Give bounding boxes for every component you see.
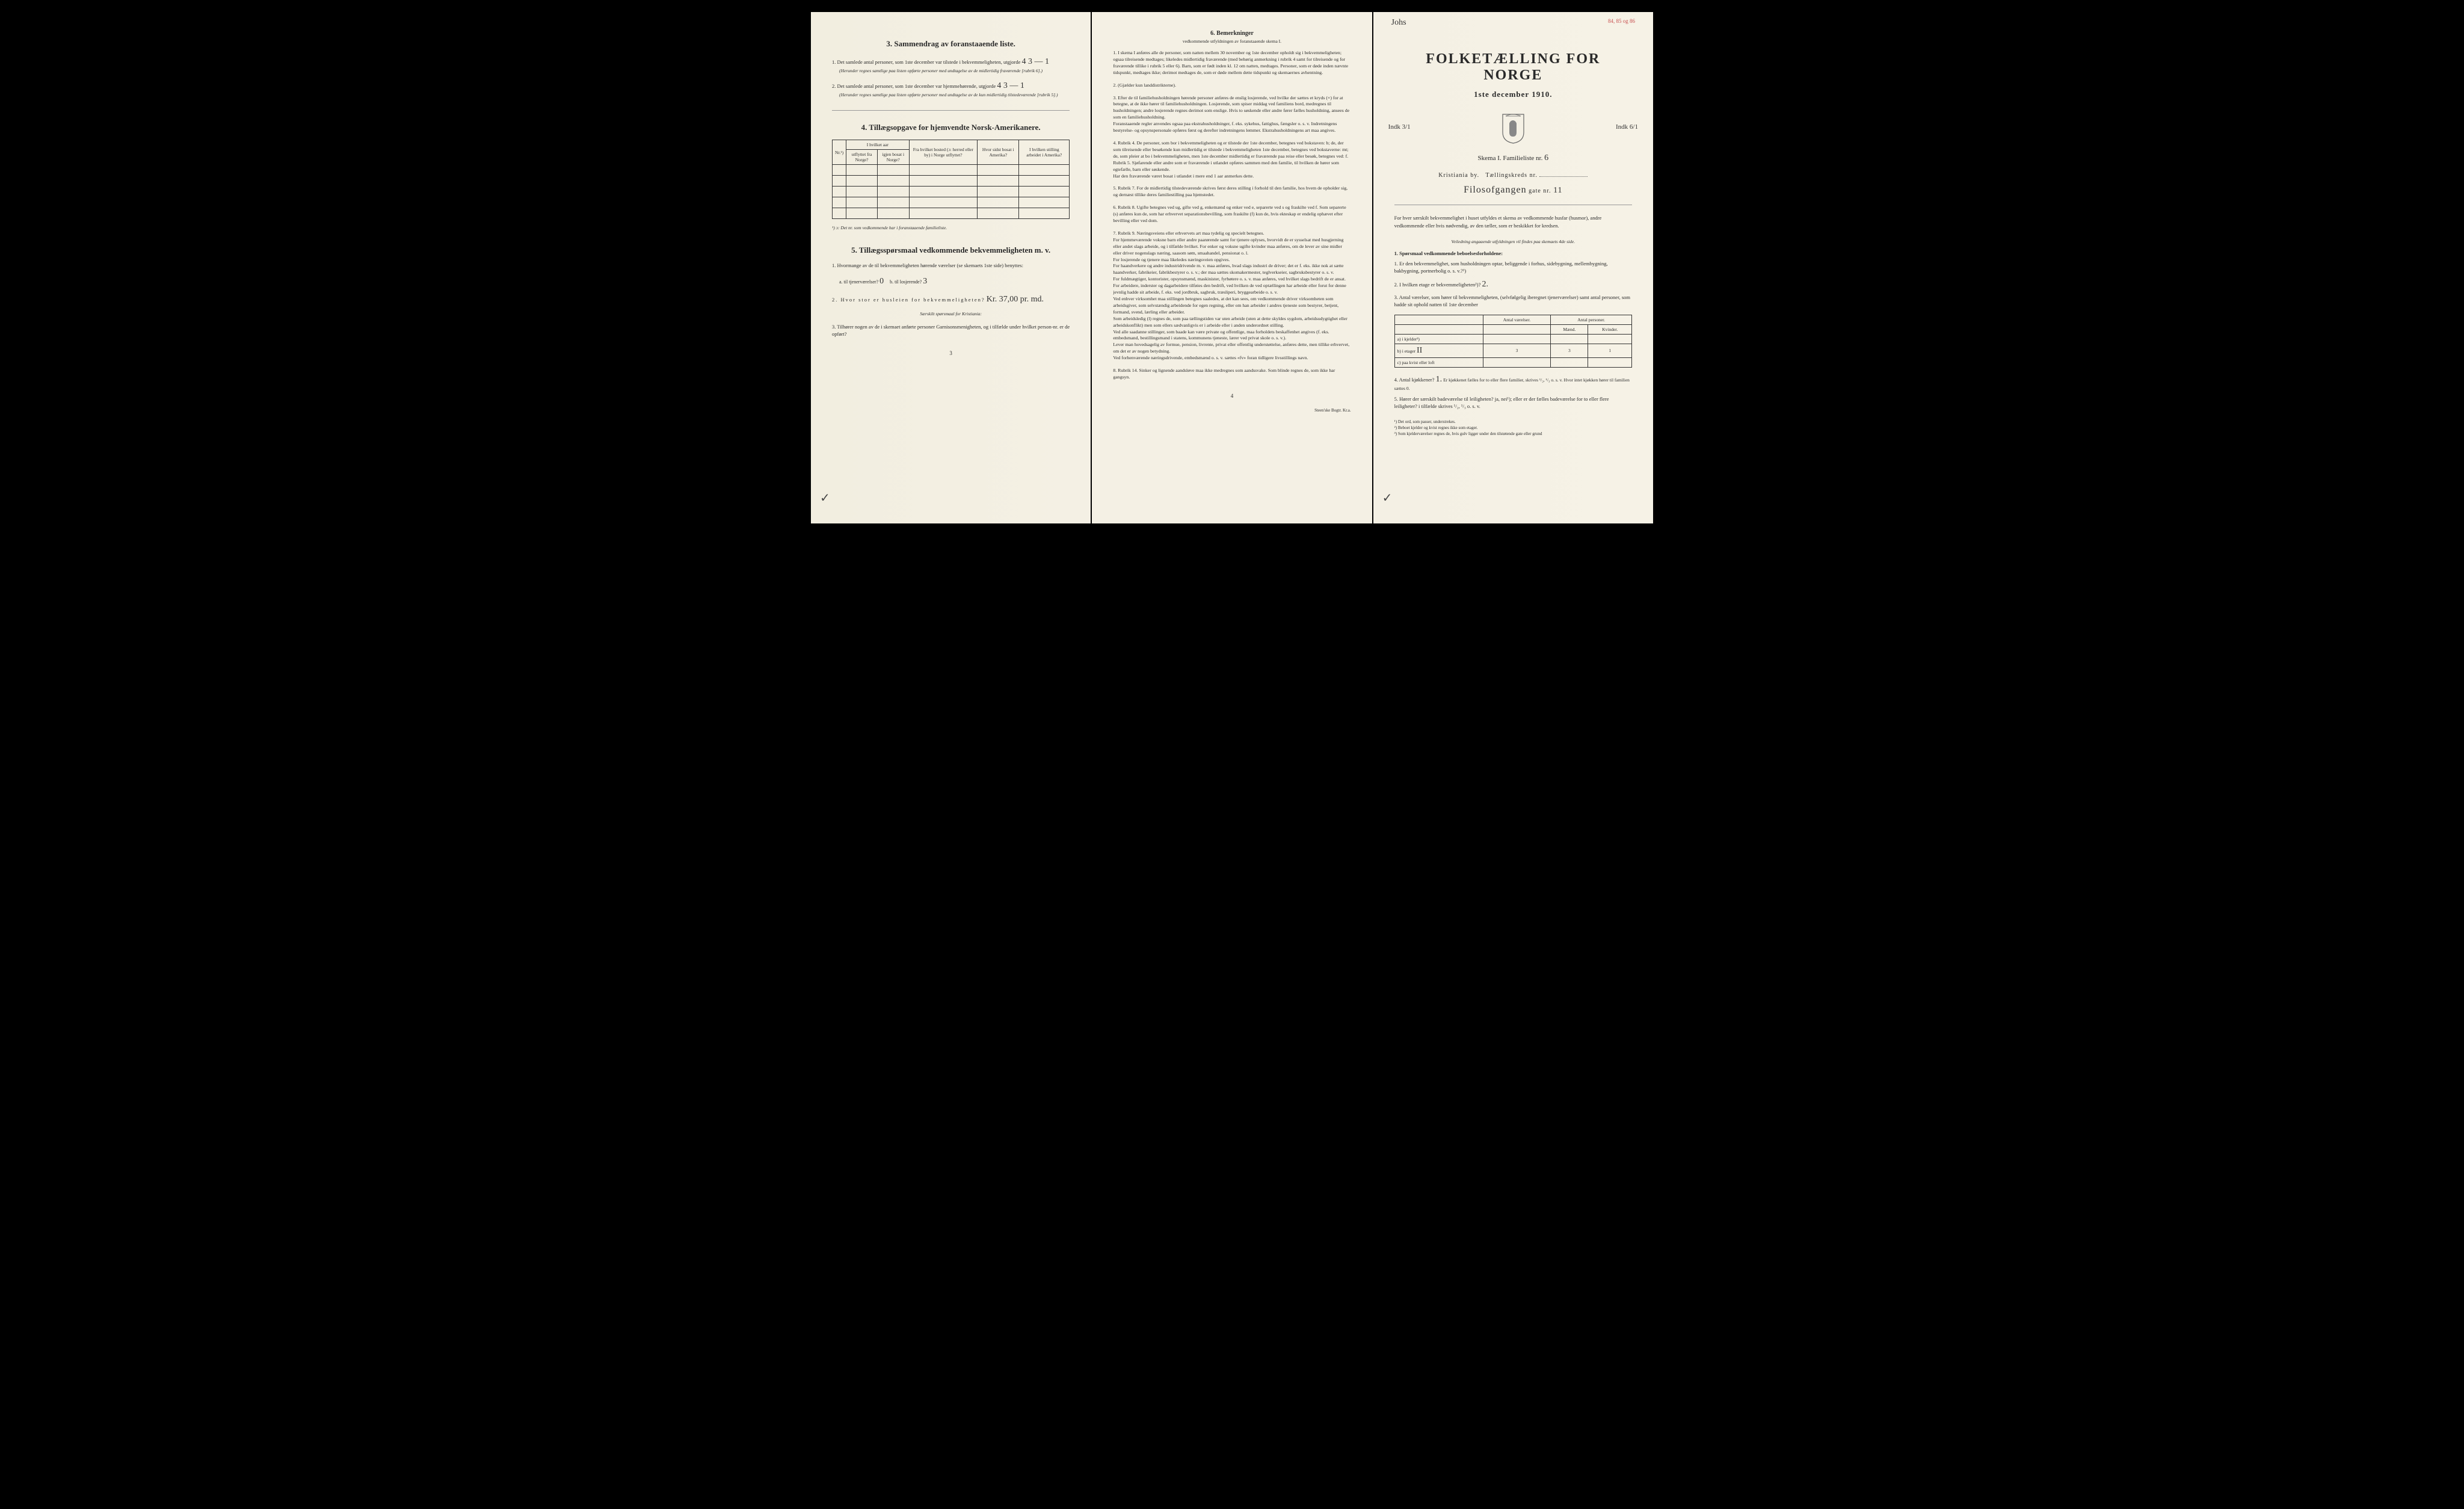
- q5-2: 2. Hvor stor er husleien for bekvemmelig…: [832, 294, 1070, 306]
- remark-7: 7. Rubrik 9. Næringsveiens eller erhverv…: [1113, 230, 1351, 362]
- table-row: [833, 176, 1070, 187]
- handwritten-johs: Johs: [1391, 18, 1406, 28]
- side-note-right: Indk 6/1: [1616, 123, 1638, 131]
- table-row: [833, 187, 1070, 197]
- table-row: a) i kjelder³): [1394, 334, 1631, 344]
- q5-1: 1. Hvormange av de til bekvemmeligheten …: [832, 262, 1070, 270]
- section-4-title: 4. Tillægsopgave for hjemvendte Norsk-Am…: [832, 123, 1070, 132]
- remark-2: 2. (Gjælder kun landdistrikterne).: [1113, 82, 1351, 89]
- page-4: 6. Bemerkninger vedkommende utfyldningen…: [1092, 12, 1372, 523]
- remark-1: 1. I skema I anføres alle de personer, s…: [1113, 50, 1351, 76]
- table-footnote: ¹) ɔ: Det nr. som vedkommende har i fora…: [832, 225, 1070, 230]
- rooms-table: Antal værelser. Antal personer. Mænd. Kv…: [1394, 315, 1632, 368]
- page-3: 3. Sammendrag av foranstaaende liste. 1.…: [811, 12, 1091, 523]
- table-row: [833, 208, 1070, 219]
- remark-8: 8. Rubrik 14. Sinker og lignende aandslø…: [1113, 368, 1351, 381]
- section-5-title: 5. Tillægsspørsmaal vedkommende bekvemme…: [832, 245, 1070, 255]
- remark-5: 5. Rubrik 7. For de midlertidig tilstede…: [1113, 185, 1351, 199]
- checkmark-icon: ✓: [820, 490, 830, 505]
- q-persons-present: 1. Det samlede antal personer, som 1ste …: [832, 56, 1070, 74]
- intro-text: For hver særskilt bekvemmelighet i huset…: [1394, 214, 1632, 230]
- table-row: [833, 197, 1070, 208]
- q-kitchen: 4. Antal kjøkkener? 1. Er kjøkkenet fæll…: [1394, 374, 1632, 392]
- american-returnees-table: Nr.¹) I hvilket aar Fra hvilket bosted (…: [832, 140, 1070, 219]
- coat-of-arms-icon: [1500, 111, 1527, 144]
- side-note-left: Indk 3/1: [1388, 123, 1411, 131]
- resident-count: 4 3 — 1: [997, 81, 1024, 90]
- census-document: 3. Sammendrag av foranstaaende liste. 1.…: [811, 12, 1653, 523]
- census-date: 1ste december 1910.: [1394, 90, 1632, 99]
- table-row: c) paa kvist eller loft: [1394, 357, 1631, 367]
- section-6-title: 6. Bemerkninger: [1113, 30, 1351, 37]
- table-row: b) i etager II 3 3 1: [1394, 344, 1631, 357]
- printer-credit: Steen'ske Bogtr. Kr.a.: [1113, 408, 1351, 413]
- q-location: 1. Er den bekvemmelighet, som husholdnin…: [1394, 261, 1632, 275]
- q5-3: 3. Tilhører nogen av de i skemaet anført…: [832, 324, 1070, 338]
- table-row: [833, 165, 1070, 176]
- footnotes: ¹) Det ord, som passer, understrekes. ²)…: [1394, 419, 1632, 436]
- street-line: Filosofgangen gate nr. 11: [1394, 185, 1632, 196]
- main-title: FOLKETÆLLING FOR NORGE: [1394, 51, 1632, 84]
- page-number: 3: [832, 350, 1070, 356]
- q-rooms: 3. Antal værelser, som hører til bekvemm…: [1394, 294, 1632, 309]
- handwritten-numbers: 84, 85 og 86: [1608, 18, 1635, 24]
- remark-3: 3. Efter de til familiehusholdningen hør…: [1113, 95, 1351, 134]
- remark-6: 6. Rubrik 8. Ugifte betegnes ved ug, gif…: [1113, 205, 1351, 224]
- page-number: 4: [1113, 393, 1351, 399]
- remark-4: 4. Rubrik 4. De personer, som bor i bekv…: [1113, 140, 1351, 179]
- city-line: Kristiania by. Tællingskreds nr.: [1394, 172, 1632, 179]
- q-bathroom: 5. Hører der særskilt badeværelse til le…: [1394, 396, 1632, 410]
- section-1-title: 1. Spørsmaal vedkommende beboelsesforhol…: [1394, 250, 1632, 258]
- q-persons-resident: 2. Det samlede antal personer, som 1ste …: [832, 80, 1070, 98]
- page-front: Johs 84, 85 og 86 FOLKETÆLLING FOR NORGE…: [1373, 12, 1653, 523]
- q-floor: 2. I hvilken etage er bekvemmeligheten²)…: [1394, 279, 1632, 291]
- section-3-title: 3. Sammendrag av foranstaaende liste.: [832, 39, 1070, 49]
- present-count: 4 3 — 1: [1021, 57, 1049, 66]
- schema-line: Skema I. Familieliste nr. 6: [1394, 153, 1632, 163]
- checkmark-icon: ✓: [1382, 490, 1393, 505]
